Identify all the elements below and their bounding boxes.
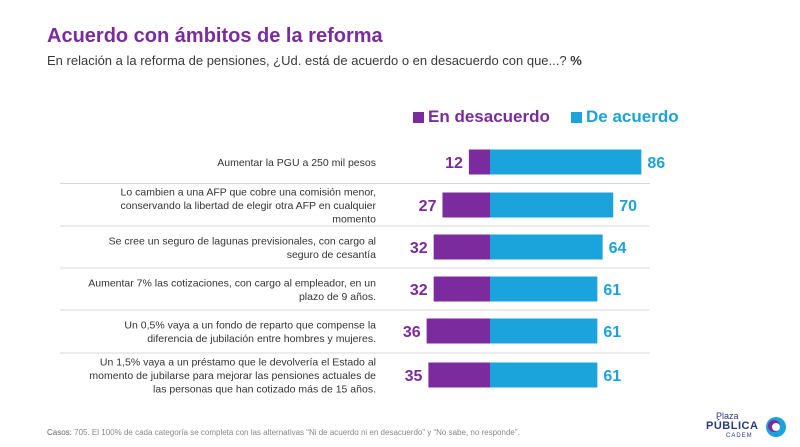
bar-agree (490, 362, 598, 388)
subtitle-unit: % (570, 53, 582, 68)
data-label-agree: 70 (619, 198, 637, 215)
data-label-disagree: 32 (410, 282, 428, 299)
chart-subtitle: En relación a la reforma de pensiones, ¿… (47, 53, 582, 68)
legend-swatch-agree (571, 111, 582, 123)
data-label-disagree: 35 (405, 368, 423, 385)
bar-disagree (442, 192, 490, 218)
data-label-agree: 64 (609, 240, 627, 257)
legend-label-agree: De acuerdo (586, 107, 679, 126)
data-label-agree: 61 (603, 324, 621, 341)
plaza-publica-logo: Plaza PÚBLICA CADEM (706, 411, 786, 441)
footer-text: 705. El 100% de cada categoría se comple… (74, 428, 520, 437)
category-label: plazo de 9 años. (299, 291, 376, 303)
bar-disagree (433, 276, 490, 302)
logo-line3: CADEM (726, 433, 753, 439)
bar-disagree (426, 318, 490, 344)
category-label: Un 0,5% vaya a un fondo de reparto que c… (124, 319, 376, 331)
data-label-agree: 86 (647, 155, 665, 172)
category-label: diferencia de jubilación entre hombres y… (147, 333, 376, 345)
legend-label-disagree: En desacuerdo (428, 107, 550, 126)
bar-agree (490, 276, 598, 302)
logo-line1: Plaza (716, 411, 739, 421)
speech-bubble-icon (766, 417, 786, 437)
bar-agree (490, 234, 603, 260)
bar-agree (490, 192, 614, 218)
bar-disagree (433, 234, 490, 260)
subtitle-text: En relación a la reforma de pensiones, ¿… (47, 53, 567, 68)
data-label-agree: 61 (603, 368, 621, 385)
legend-item-disagree: En desacuerdo (413, 107, 550, 127)
category-label: las personas que han cotizado más de 15 … (153, 384, 376, 396)
data-label-disagree: 32 (410, 240, 428, 257)
category-label: momento de jubilarse para mejorar las pe… (89, 370, 376, 382)
data-label-disagree: 27 (419, 198, 437, 215)
logo-line2: PÚBLICA (706, 420, 759, 432)
category-label: Se cree un seguro de lagunas previsional… (109, 235, 376, 247)
chart-title: Acuerdo con ámbitos de la reforma (47, 25, 383, 47)
category-label: Aumentar la PGU a 250 mil pesos (217, 157, 376, 169)
category-label: Lo cambien a una AFP que cobre una comis… (121, 187, 376, 199)
category-label: Aumentar 7% las cotizaciones, con cargo … (88, 277, 376, 289)
legend-swatch-disagree (413, 111, 424, 123)
data-label-disagree: 12 (445, 155, 463, 172)
footer-note: Casos: 705. El 100% de cada categoría se… (47, 428, 520, 437)
data-label-disagree: 36 (403, 324, 421, 341)
category-label: Un 1,5% vaya a un préstamo que le devolv… (100, 357, 376, 369)
bar-agree (490, 149, 642, 175)
data-label-agree: 61 (603, 282, 621, 299)
category-label: conservando la libertad de elegir otra A… (121, 200, 377, 212)
category-label: momento (332, 214, 376, 226)
footer-label: Casos: (47, 428, 72, 437)
bar-agree (490, 318, 598, 344)
bar-disagree (468, 149, 490, 175)
category-label: seguro de cesantía (287, 249, 376, 261)
legend-item-agree: De acuerdo (571, 107, 679, 127)
bar-disagree (428, 362, 490, 388)
